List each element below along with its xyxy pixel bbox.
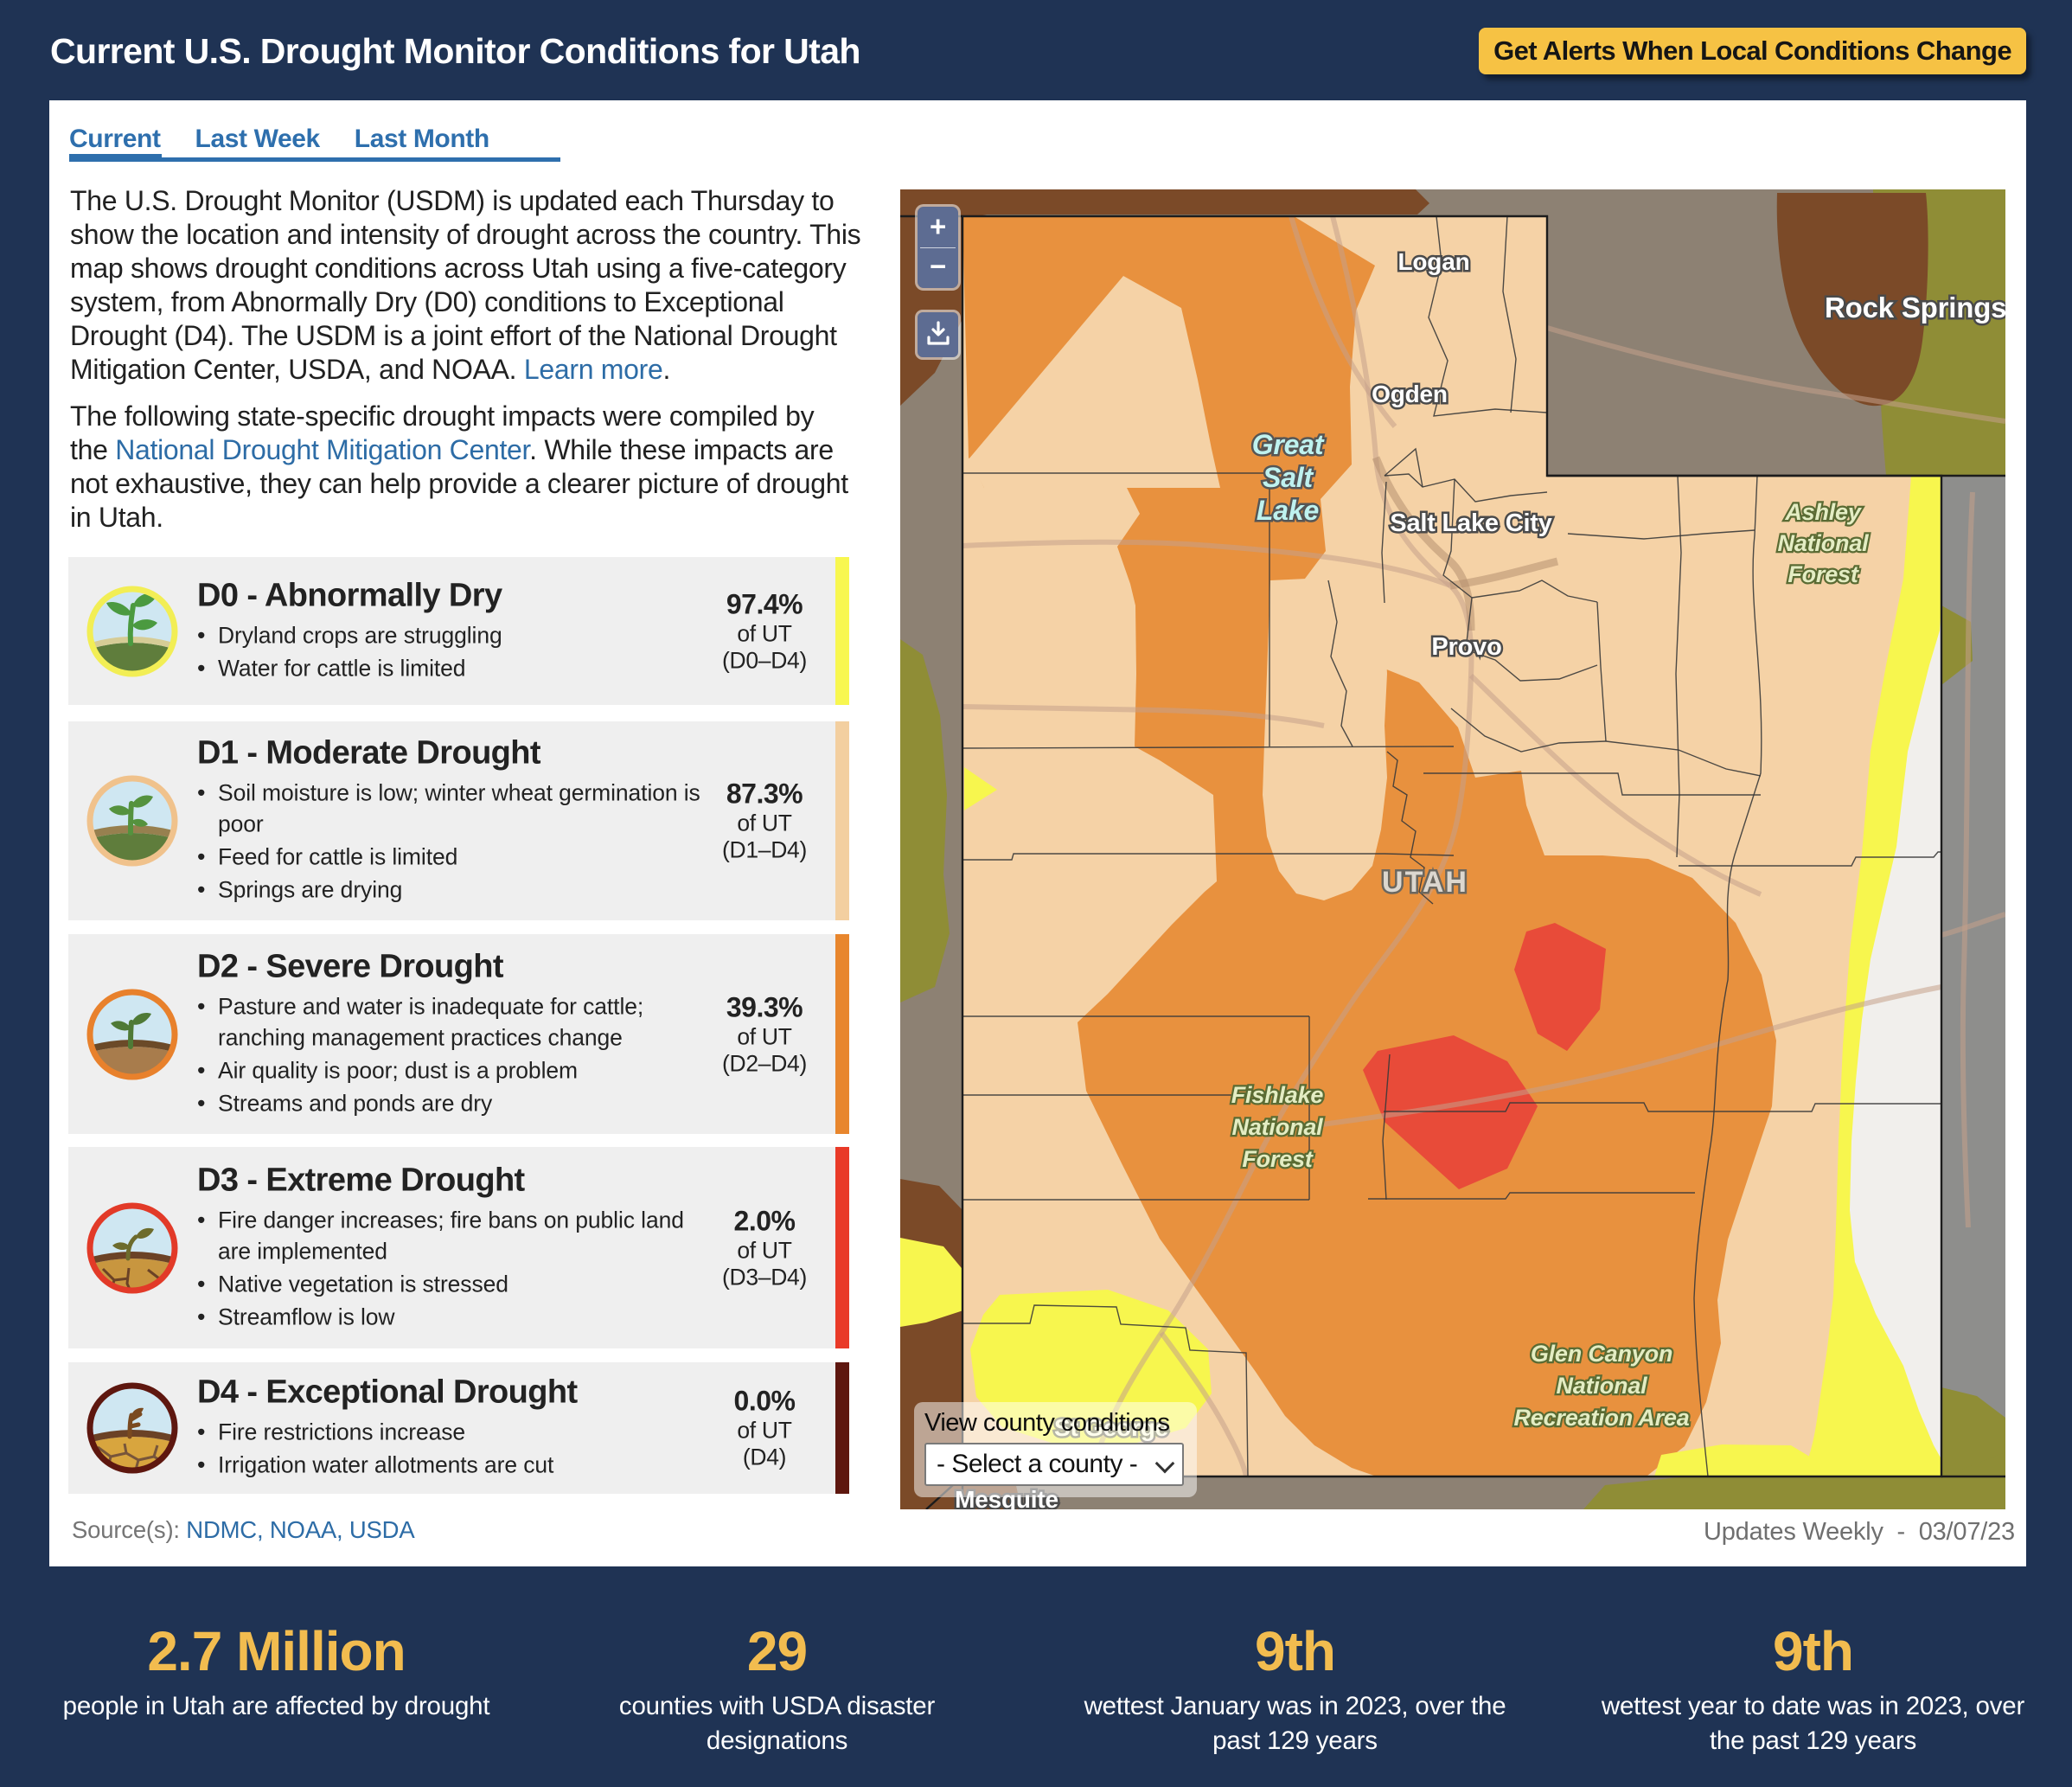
svg-text:Forest: Forest [1242, 1146, 1314, 1172]
svg-text:Recreation Area: Recreation Area [1513, 1405, 1689, 1431]
svg-text:Fishlake: Fishlake [1231, 1082, 1324, 1108]
svg-text:National: National [1778, 530, 1870, 556]
svg-text:Salt: Salt [1263, 462, 1314, 493]
svg-text:National: National [1232, 1114, 1324, 1140]
svg-text:Lake: Lake [1257, 495, 1319, 526]
svg-text:UTAH: UTAH [1382, 866, 1468, 899]
svg-text:Glen Canyon: Glen Canyon [1531, 1341, 1672, 1367]
svg-text:Logan: Logan [1398, 248, 1470, 275]
svg-text:Forest: Forest [1787, 561, 1859, 587]
svg-text:Rock Springs: Rock Springs [1825, 291, 2005, 323]
svg-text:Ashley: Ashley [1784, 499, 1863, 525]
svg-text:National: National [1557, 1373, 1648, 1399]
svg-text:Salt Lake City: Salt Lake City [1390, 509, 1551, 537]
svg-text:Provo: Provo [1431, 633, 1501, 661]
svg-text:Ogden: Ogden [1372, 381, 1448, 407]
svg-text:Great: Great [1252, 429, 1325, 460]
